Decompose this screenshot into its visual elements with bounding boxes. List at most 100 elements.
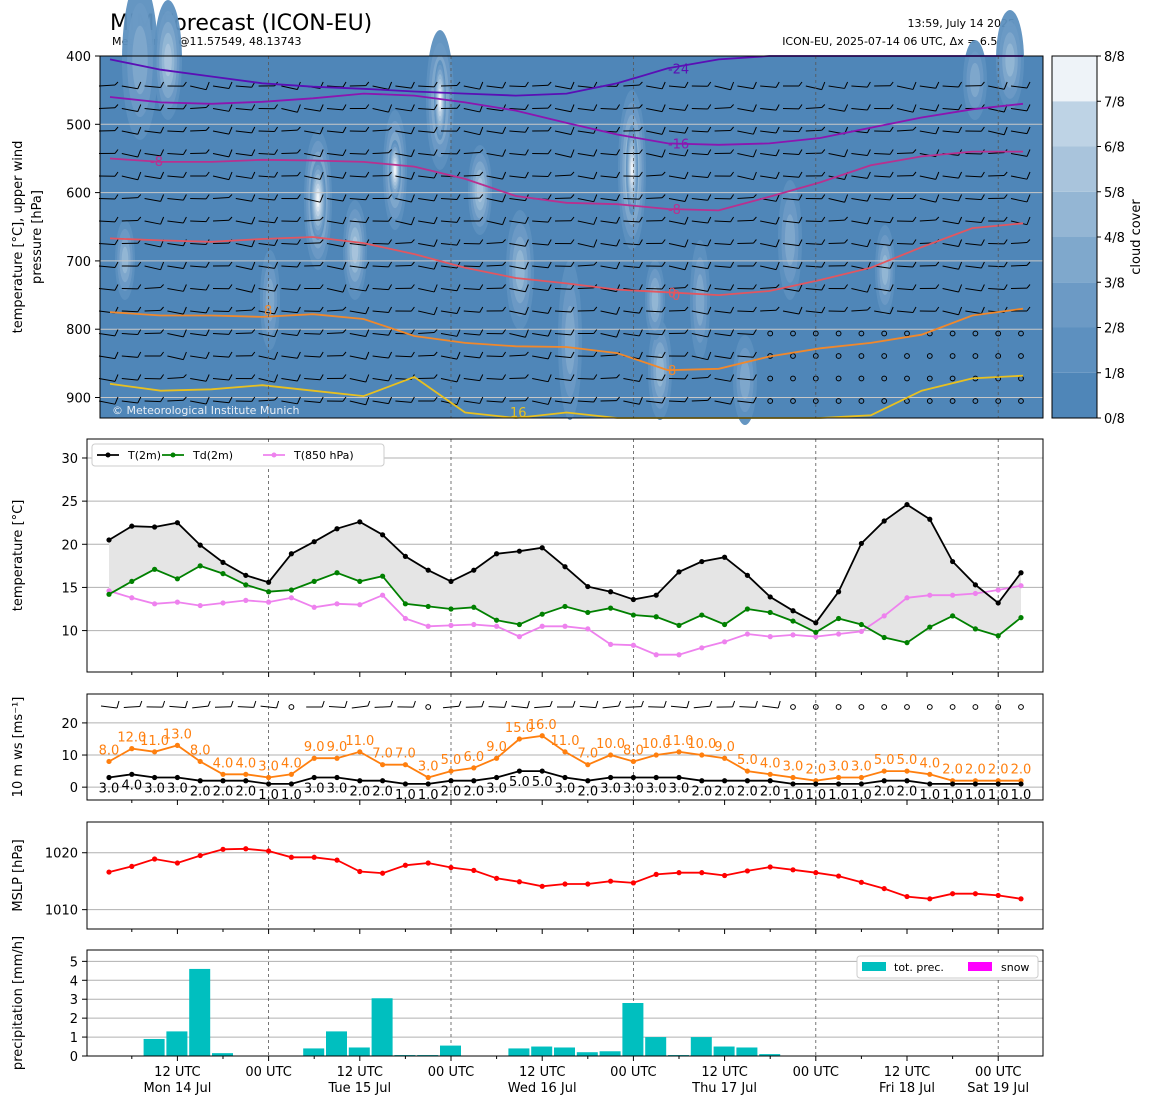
data-point <box>1018 583 1024 589</box>
wind-barb-flag <box>274 194 279 201</box>
data-point <box>585 583 591 590</box>
calm-wind-marker <box>425 704 432 710</box>
wind-barb <box>258 265 275 269</box>
data-point <box>608 589 614 595</box>
y-tick-label: 30 <box>61 452 78 467</box>
wind-barb <box>167 355 184 361</box>
wind-barb-flag <box>867 306 871 311</box>
calm-wind-marker <box>1018 398 1024 404</box>
wind-barb-flag <box>570 104 575 112</box>
isotherm-label: -8 <box>668 203 681 218</box>
wind-barb <box>440 243 458 246</box>
wind-barb <box>281 400 298 405</box>
wind-barb <box>418 108 435 111</box>
data-label: 1.0 <box>258 788 279 803</box>
wind-barb-flag <box>137 171 142 180</box>
wind-barb <box>440 265 458 269</box>
wind-barb-flag <box>661 351 666 358</box>
precip-bar <box>622 1003 644 1056</box>
wind-barb <box>486 220 503 226</box>
wind-barb-flag <box>228 374 233 381</box>
wind-barb <box>714 288 731 291</box>
wind-barb-flag <box>707 261 712 269</box>
wind-barb <box>577 400 594 403</box>
wind-barb-flag <box>593 149 598 157</box>
wind-barb-flag <box>684 396 689 402</box>
calm-wind-marker <box>1018 704 1024 710</box>
legend-marker <box>271 452 277 458</box>
forecast-timestamp: 13:59, July 14 2025 <box>908 17 1015 30</box>
data-point <box>858 879 865 885</box>
wind-barb-flag <box>547 374 552 382</box>
wind-barb-flag <box>524 329 529 338</box>
calm-wind-marker <box>790 398 796 404</box>
data-point <box>972 781 979 787</box>
wind-barb <box>235 243 252 248</box>
wind-barb <box>554 288 572 290</box>
colorbar-label: cloud cover <box>1129 199 1144 275</box>
data-point <box>174 599 180 605</box>
data-point <box>106 869 112 875</box>
precip-bar <box>348 1047 370 1056</box>
data-point <box>813 629 819 635</box>
wind-barb <box>668 309 686 312</box>
wind-barb-flag <box>456 104 461 109</box>
precip-bar <box>576 1052 598 1056</box>
data-point <box>266 599 272 605</box>
wind-barb-flag <box>410 396 415 403</box>
wind-barb-flag <box>547 329 552 337</box>
data-point <box>722 755 728 761</box>
wind-barb <box>121 175 138 181</box>
data-point <box>152 524 158 530</box>
wind-barb-flag <box>570 171 575 176</box>
wind-barb-flag <box>410 194 415 203</box>
wind-barb-flag <box>365 171 370 178</box>
wind-barb <box>691 153 708 156</box>
data-label: 3.0 <box>646 782 667 797</box>
wind-barb <box>646 153 663 158</box>
wind-barb <box>121 219 138 222</box>
wind-barb <box>167 153 184 156</box>
wind-barb-flag <box>707 104 712 110</box>
wind-barb <box>418 265 435 270</box>
calm-wind-marker <box>858 704 865 710</box>
wind-barb-flag <box>1003 171 1008 176</box>
data-point <box>927 592 933 598</box>
data-point <box>722 778 728 784</box>
data-point <box>311 774 317 781</box>
wind-barb <box>214 706 232 708</box>
wind-barb-flag <box>342 171 347 179</box>
wind-barb-flag <box>502 374 507 380</box>
data-point <box>425 567 431 573</box>
colorbar-segment <box>1052 146 1097 192</box>
x-tick-label: 12 UTC <box>884 1065 930 1080</box>
wind-barb-flag <box>912 306 917 313</box>
data-point <box>357 749 363 755</box>
wind-barb-flag <box>980 126 985 132</box>
wind-barb <box>463 265 480 268</box>
wind-barb-flag <box>297 149 301 154</box>
data-point <box>608 641 614 647</box>
wind-barb-flag <box>251 171 256 179</box>
wind-barb-flag <box>502 329 507 334</box>
wind-barb <box>602 705 619 709</box>
wind-barb <box>714 310 731 314</box>
wind-barb <box>554 197 572 199</box>
wind-barb-flag <box>160 171 165 179</box>
wind-barb-flag <box>228 216 233 221</box>
wind-barb-flag <box>707 81 712 87</box>
data-point <box>380 778 386 784</box>
data-point <box>858 621 865 628</box>
y-tick-label: 10 <box>61 749 78 764</box>
wind-barb <box>851 153 868 157</box>
wind-barb <box>463 288 480 290</box>
colorbar-segment <box>1052 191 1097 237</box>
wind-barb-flag <box>342 81 347 88</box>
wind-barb-flag <box>502 306 506 312</box>
wind-barb <box>144 400 161 403</box>
wind-barb <box>600 265 617 270</box>
wind-barb-flag <box>296 284 301 291</box>
data-point <box>220 846 226 852</box>
data-label: 3.0 <box>167 782 188 797</box>
